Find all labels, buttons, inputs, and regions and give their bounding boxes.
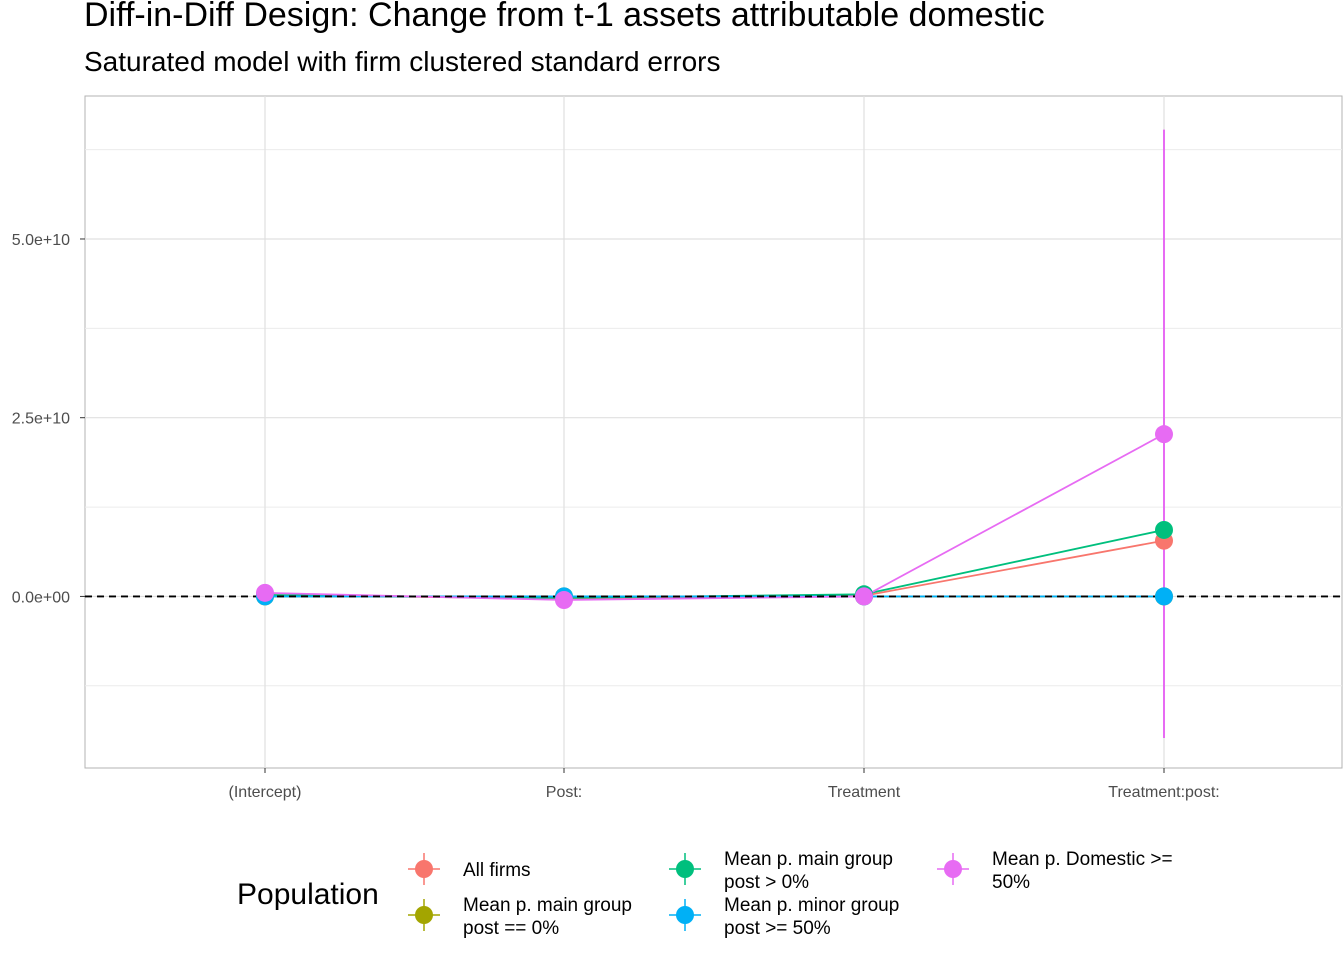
legend-label-line: Mean p. minor group (724, 895, 899, 916)
legend-key-point (415, 906, 433, 924)
legend-label-line: Mean p. Domestic >= (992, 849, 1173, 870)
panel-border (84, 95, 1343, 769)
legend-key-point (676, 906, 694, 924)
legend-label-line: Mean p. main group (724, 849, 893, 870)
legend-item-0: All firms (408, 853, 531, 885)
y-tick-label: 0.0e+00 (12, 589, 70, 606)
point-4-2 (855, 587, 873, 606)
chart-subtitle: Saturated model with firm clustered stan… (84, 46, 721, 77)
legend-key-point (676, 860, 694, 878)
grid (84, 95, 1343, 769)
x-tick-label: Treatment (828, 784, 901, 801)
y-tick-label: 2.5e+10 (12, 411, 70, 428)
series-line-4 (264, 433, 1165, 601)
point-4-1 (555, 591, 573, 609)
x-tick-label: (Intercept) (229, 784, 302, 801)
axes: 0.0e+00 2.5e+10 5.0e+10 (Intercept) Post: Tre… (12, 232, 1220, 801)
legend-label-line: post == 0% (463, 918, 559, 939)
x-tick-label: Treatment:post: (1108, 784, 1219, 801)
y-tick-label: 5.0e+10 (12, 232, 70, 249)
point-2-3 (1155, 520, 1173, 539)
legend-key-point (415, 860, 433, 878)
point-3-3 (1155, 587, 1173, 606)
legend-item-4: Mean p. Domestic >=50% (937, 849, 1173, 893)
legend-label-line: 50% (992, 872, 1030, 893)
legend-key-point (944, 860, 962, 878)
series-line-0 (264, 539, 1165, 600)
legend-title: Population (237, 878, 379, 911)
point-4-0 (256, 583, 274, 602)
series-line-2 (264, 529, 1165, 599)
legend-label-line: post > 0% (724, 872, 809, 893)
legend-label-line: Mean p. main group (463, 895, 632, 916)
legend-label: All firms (463, 860, 531, 881)
point-4-3 (1155, 425, 1173, 444)
legend-label-line: post >= 50% (724, 918, 831, 939)
series-layer (85, 129, 1342, 738)
chart-title: Diff-in-Diff Design: Change from t-1 ass… (84, 0, 1045, 34)
x-tick-label: Post: (546, 784, 582, 801)
